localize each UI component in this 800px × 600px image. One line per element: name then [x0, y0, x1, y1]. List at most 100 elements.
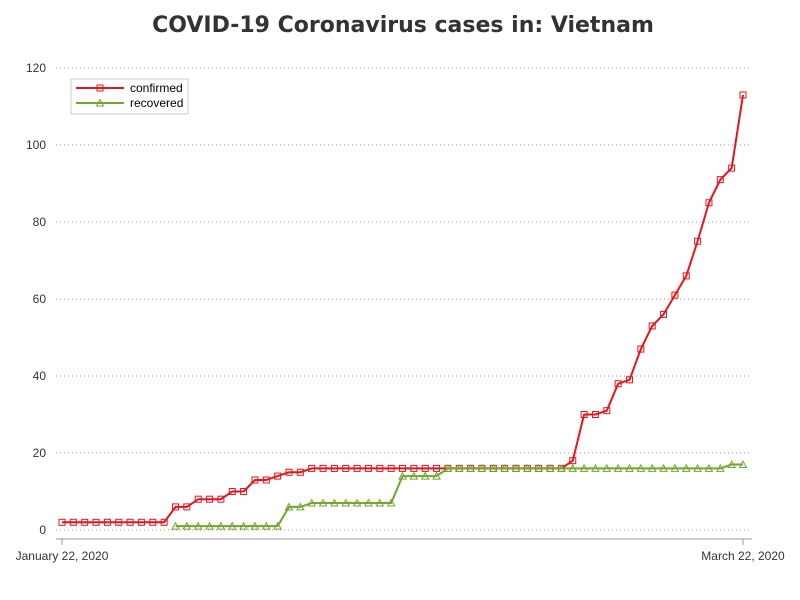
data-point-confirmed — [115, 518, 123, 526]
data-point-confirmed — [682, 272, 690, 280]
data-point-recovered — [579, 463, 589, 472]
data-point-recovered — [318, 498, 328, 507]
data-point-confirmed — [217, 495, 225, 503]
y-tick-label: 60 — [33, 292, 47, 306]
data-point-confirmed — [160, 518, 168, 526]
data-point-recovered — [171, 521, 180, 530]
data-point-recovered — [500, 463, 509, 472]
x-tick-label: March 22, 2020 — [701, 549, 785, 563]
data-point-confirmed — [387, 464, 395, 472]
data-point-recovered — [557, 463, 566, 472]
y-tick-label: 20 — [33, 446, 47, 460]
data-point-confirmed — [251, 476, 259, 484]
data-point-recovered — [432, 471, 441, 480]
data-point-recovered — [613, 463, 623, 472]
data-point-recovered — [477, 463, 487, 472]
y-tick-label: 40 — [33, 369, 47, 383]
data-point-recovered — [296, 502, 305, 511]
data-point-confirmed — [580, 411, 588, 418]
data-point-recovered — [205, 521, 214, 530]
series-recovered — [171, 459, 748, 530]
data-point-recovered — [704, 463, 714, 472]
data-point-confirmed — [410, 464, 418, 472]
y-tick-label: 100 — [26, 138, 46, 152]
data-point-confirmed — [69, 518, 77, 526]
data-point-recovered — [330, 498, 339, 507]
data-point-recovered — [545, 463, 555, 472]
data-point-recovered — [352, 498, 362, 507]
data-point-recovered — [307, 498, 317, 507]
data-point-recovered — [375, 498, 385, 507]
data-point-confirmed — [137, 518, 145, 526]
data-point-confirmed — [149, 518, 157, 526]
data-point-confirmed — [58, 518, 66, 526]
data-point-confirmed — [433, 464, 441, 472]
data-point-recovered — [659, 463, 668, 472]
data-point-recovered — [216, 521, 226, 530]
data-point-recovered — [681, 463, 691, 472]
data-point-confirmed — [296, 468, 304, 476]
y-tick-label: 0 — [39, 523, 46, 537]
data-point-recovered — [227, 521, 237, 530]
data-point-recovered — [398, 471, 407, 480]
data-point-confirmed — [399, 464, 406, 472]
legend-item-confirmed: confirmed — [76, 81, 183, 95]
y-tick-label: 80 — [33, 215, 47, 229]
data-point-confirmed — [694, 237, 702, 245]
series-line-confirmed — [62, 94, 744, 524]
data-point-confirmed — [228, 488, 236, 495]
data-point-confirmed — [81, 518, 89, 526]
data-point-confirmed — [626, 376, 633, 384]
chart-title: COVID-19 Coronavirus cases in: Vietnam — [152, 13, 654, 38]
data-point-confirmed — [569, 457, 577, 465]
data-point-confirmed — [364, 464, 372, 472]
data-point-confirmed — [637, 345, 645, 353]
data-point-confirmed — [342, 464, 350, 472]
series-line-recovered — [175, 463, 743, 528]
data-point-confirmed — [274, 472, 282, 480]
data-point-recovered — [534, 463, 544, 472]
data-point-confirmed — [376, 464, 384, 472]
data-point-confirmed — [421, 464, 429, 472]
data-point-confirmed — [648, 322, 656, 330]
legend-box — [70, 78, 189, 115]
axes: 0 20 40 60 80 100 120 January 22, 2020 March 22,… — [16, 61, 785, 563]
data-point-confirmed — [353, 464, 361, 472]
data-point-recovered — [409, 471, 419, 480]
legend-label: recovered — [130, 96, 183, 110]
data-point-confirmed — [240, 488, 248, 495]
data-point-recovered — [261, 521, 271, 530]
data-point-confirmed — [183, 503, 191, 511]
data-point-confirmed — [603, 407, 611, 415]
data-point-recovered — [523, 463, 532, 472]
data-point-confirmed — [92, 518, 100, 526]
data-point-recovered — [511, 463, 521, 472]
grid — [56, 67, 752, 531]
data-point-confirmed — [103, 518, 111, 526]
y-tick-label: 120 — [26, 61, 46, 75]
legend-marker — [96, 84, 104, 92]
data-point-confirmed — [308, 464, 316, 472]
series — [58, 91, 748, 530]
legend-marker — [95, 98, 105, 107]
data-point-recovered — [715, 463, 725, 472]
data-point-recovered — [443, 463, 453, 472]
x-tick-label: January 22, 2020 — [16, 549, 109, 563]
data-point-recovered — [625, 463, 634, 472]
data-point-confirmed — [671, 291, 679, 299]
data-point-confirmed — [716, 176, 724, 184]
data-point-recovered — [250, 521, 260, 530]
data-point-recovered — [284, 502, 294, 511]
data-point-confirmed — [728, 164, 736, 172]
data-point-recovered — [273, 521, 282, 530]
data-point-recovered — [670, 463, 680, 472]
data-point-recovered — [386, 498, 396, 507]
data-point-recovered — [466, 463, 475, 472]
data-point-confirmed — [660, 310, 668, 318]
data-point-confirmed — [591, 411, 599, 418]
data-point-confirmed — [319, 464, 327, 472]
data-point-recovered — [364, 498, 373, 507]
series-confirmed — [58, 91, 747, 526]
